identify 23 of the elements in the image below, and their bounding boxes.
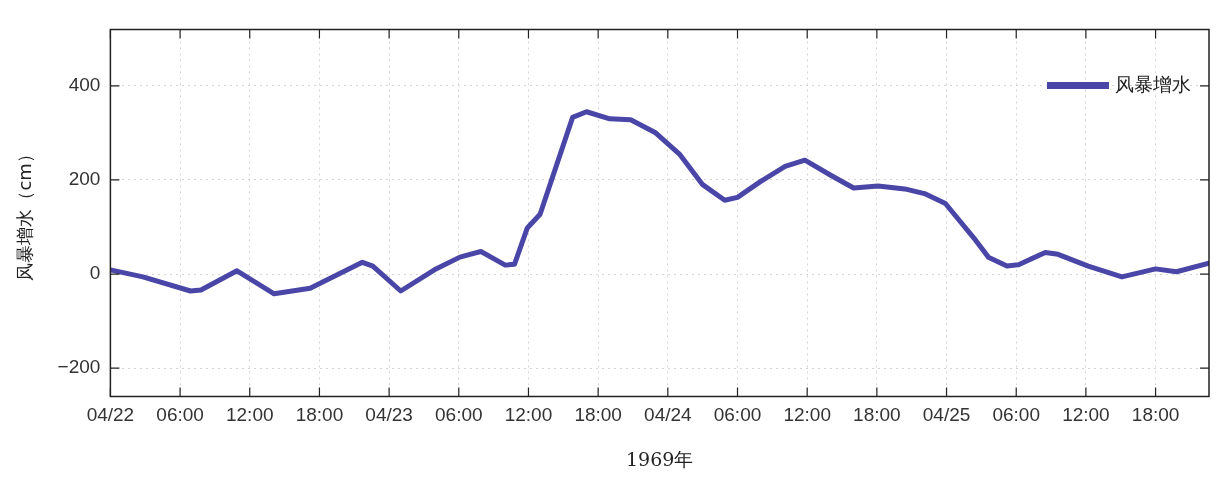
x-tick-label: 04/25 — [922, 404, 971, 426]
y-tick-label: −200 — [57, 356, 101, 378]
x-tick-label: 18:00 — [295, 404, 344, 426]
x-tick-label: 06:00 — [992, 404, 1040, 426]
x-tick-label: 06:00 — [713, 404, 762, 426]
y-tick-label: 200 — [68, 168, 101, 190]
x-tick-label: 12:00 — [504, 404, 553, 426]
y-tick-label: 0 — [89, 262, 101, 284]
y-axis-title: 风暴增水（cm） — [14, 145, 36, 281]
x-axis-title: 1969年 — [626, 447, 694, 470]
x-tick-label: 18:00 — [1131, 404, 1180, 426]
x-tick-label: 18:00 — [853, 404, 901, 426]
x-tick-label: 18:00 — [574, 404, 622, 426]
legend-label: 风暴增水 — [1115, 73, 1191, 95]
x-tick-label: 04/24 — [644, 404, 693, 426]
x-tick-label: 06:00 — [156, 404, 204, 426]
x-tick-label: 06:00 — [435, 404, 483, 426]
x-tick-label: 12:00 — [225, 404, 274, 426]
x-tick-label: 04/22 — [86, 404, 135, 426]
x-tick-label: 12:00 — [1062, 404, 1110, 426]
x-tick-label: 04/23 — [365, 404, 413, 426]
y-tick-label: 400 — [68, 74, 101, 96]
x-tick-label: 12:00 — [783, 404, 831, 426]
